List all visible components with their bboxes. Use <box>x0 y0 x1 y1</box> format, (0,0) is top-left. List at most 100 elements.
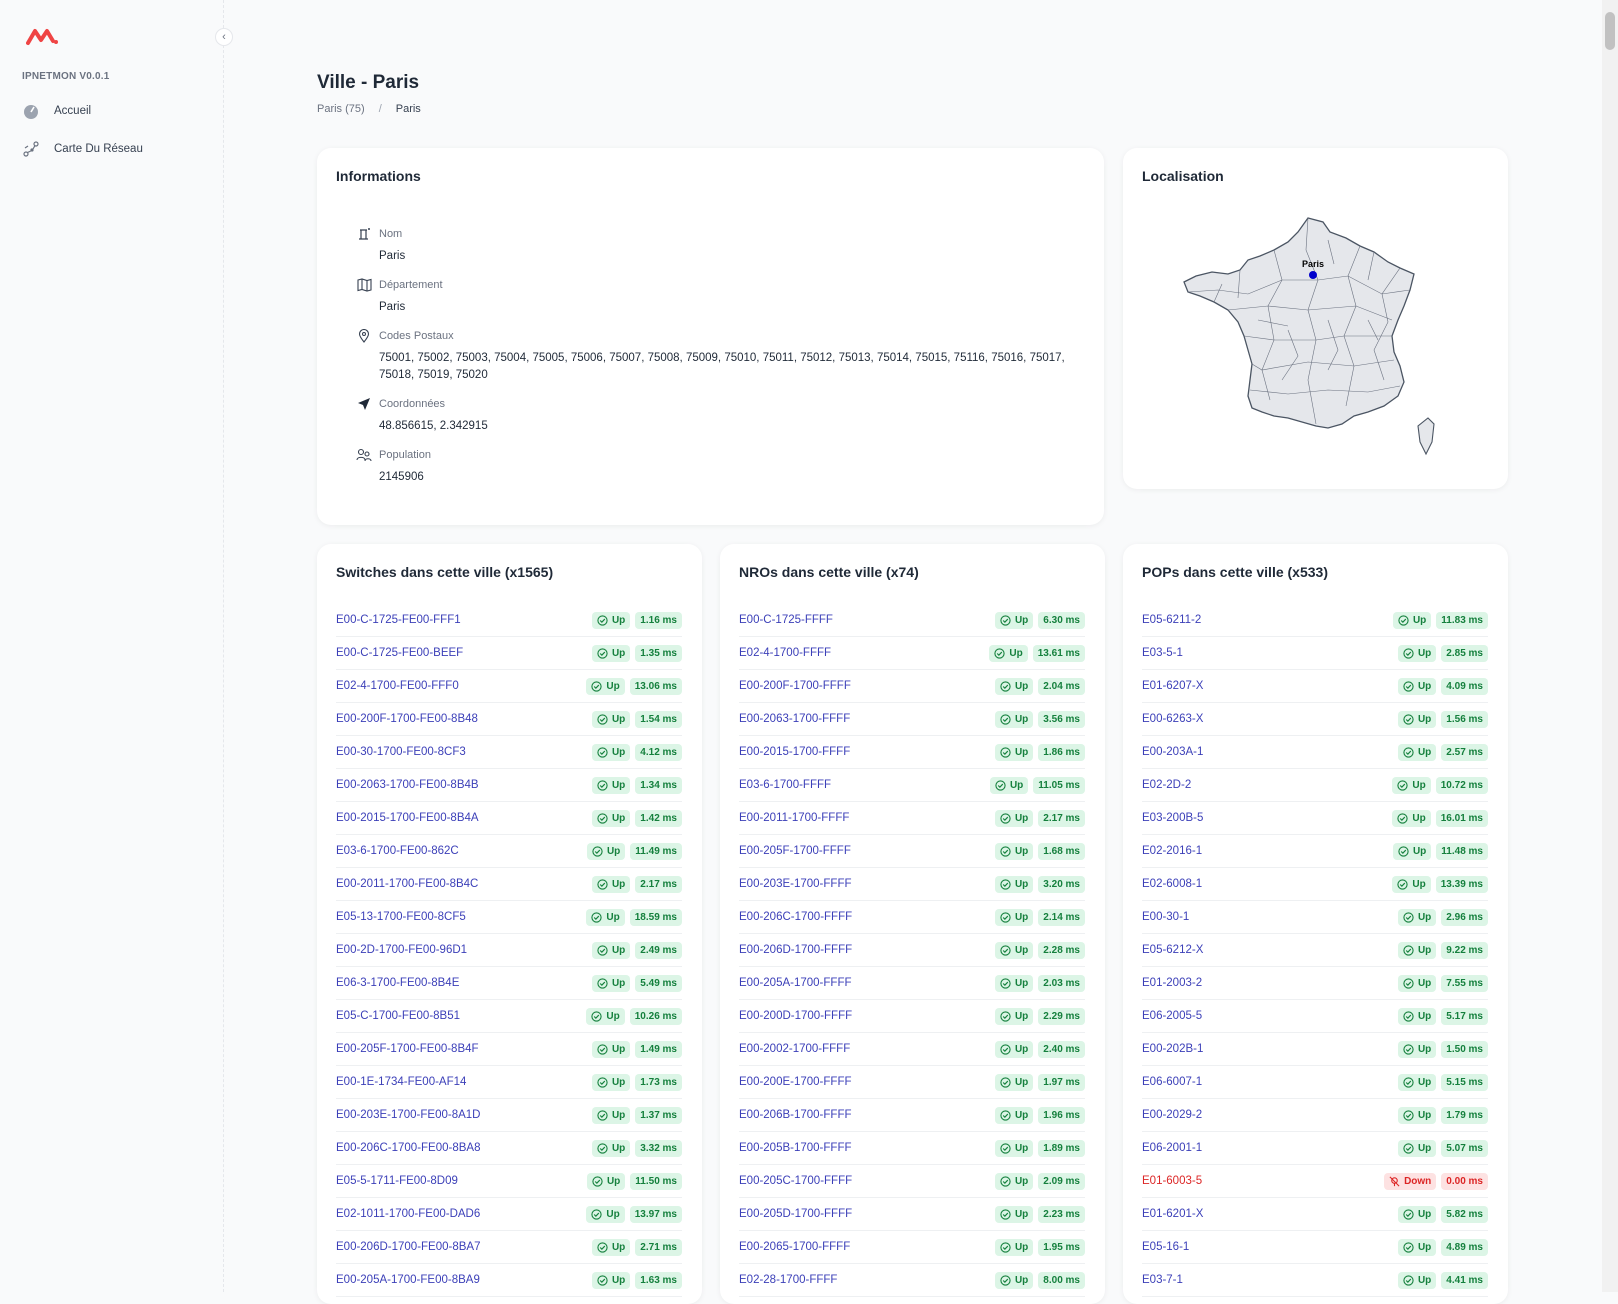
device-link[interactable]: E05-6212-X <box>1142 944 1204 956</box>
device-link[interactable]: E00-2029-2 <box>1142 1109 1203 1121</box>
page-scrollbar[interactable] <box>1602 0 1618 1292</box>
collapse-sidebar-button[interactable]: ‹ <box>215 28 233 46</box>
device-link[interactable]: E00-30-1 <box>1142 911 1190 923</box>
device-link[interactable]: E00-6263-X <box>1142 713 1204 725</box>
device-link[interactable]: E00-2011-1700-FE00-8B4C <box>336 878 479 890</box>
device-link[interactable]: E05-5-1711-FE00-8D09 <box>336 1175 458 1187</box>
pops-title: POPs dans cette ville (x533) <box>1142 564 1328 580</box>
device-link[interactable]: E00-206B-1700-FFFF <box>739 1109 852 1121</box>
chevron-left-icon: ‹ <box>222 31 226 43</box>
device-link[interactable]: E00-205F-1700-FFFF <box>739 845 851 857</box>
device-link[interactable]: E00-205F-1700-FE00-8B4F <box>336 1043 479 1055</box>
paris-marker[interactable] <box>1309 271 1317 279</box>
device-link[interactable]: E00-C-1725-FE00-BEEF <box>336 647 464 659</box>
device-link[interactable]: E03-200B-5 <box>1142 812 1204 824</box>
device-link[interactable]: E03-6-1700-FE00-862C <box>336 845 459 857</box>
device-link[interactable]: E05-13-1700-FE00-8CF5 <box>336 911 466 923</box>
sidebar-item-carte[interactable]: Carte Du Réseau <box>20 137 143 161</box>
device-link[interactable]: E05-C-1700-FE00-8B51 <box>336 1010 461 1022</box>
device-link[interactable]: E00-205A-1700-FFFF <box>739 977 852 989</box>
device-link[interactable]: E02-1011-1700-FE00-DAD6 <box>336 1208 481 1220</box>
device-link[interactable]: E05-16-1 <box>1142 1241 1190 1253</box>
device-link[interactable]: E06-6007-1 <box>1142 1076 1203 1088</box>
pops-list: E05-6211-2 Up 11.83 ms E03-5-1 Up 2.85 ms E01-… <box>1142 604 1488 1297</box>
device-link[interactable]: E03-6-1700-FFFF <box>739 779 832 791</box>
status-badge: Up <box>994 1139 1034 1157</box>
latency-badge: 2.29 ms <box>1038 1007 1085 1025</box>
device-link[interactable]: E00-200E-1700-FFFF <box>739 1076 852 1088</box>
device-link[interactable]: E00-203E-1700-FFFF <box>739 878 852 890</box>
latency-badge: 13.39 ms <box>1435 875 1488 893</box>
status-badges: Up 8.00 ms <box>994 1271 1085 1289</box>
device-link[interactable]: E02-2016-1 <box>1142 845 1203 857</box>
app-logo-icon[interactable] <box>26 26 58 46</box>
status-text: Up <box>1412 614 1427 626</box>
france-map[interactable]: Paris <box>1178 210 1438 460</box>
device-link[interactable]: E03-5-1 <box>1142 647 1183 659</box>
status-text: Up <box>611 812 626 824</box>
scrollbar-thumb[interactable] <box>1605 12 1615 50</box>
info-departement: Département Paris <box>355 277 1079 316</box>
device-link[interactable]: E00-206D-1700-FE00-8BA7 <box>336 1241 481 1253</box>
list-item: E05-13-1700-FE00-8CF5 Up 18.59 ms <box>336 901 682 934</box>
device-link[interactable]: E02-28-1700-FFFF <box>739 1274 838 1286</box>
latency-badge: 0.00 ms <box>1441 1172 1488 1190</box>
device-link[interactable]: E00-205C-1700-FFFF <box>739 1175 853 1187</box>
status-text: Up <box>1014 1208 1029 1220</box>
device-link[interactable]: E00-206C-1700-FE00-8BA8 <box>336 1142 481 1154</box>
device-link[interactable]: E00-30-1700-FE00-8CF3 <box>336 746 466 758</box>
status-badge: Up <box>591 1073 631 1091</box>
device-link[interactable]: E00-206C-1700-FFFF <box>739 911 853 923</box>
device-link[interactable]: E00-2D-1700-FE00-96D1 <box>336 944 468 956</box>
device-link[interactable]: E00-205D-1700-FFFF <box>739 1208 853 1220</box>
device-link[interactable]: E01-6201-X <box>1142 1208 1204 1220</box>
latency-badge: 1.37 ms <box>635 1106 682 1124</box>
device-link[interactable]: E00-2015-1700-FE00-8B4A <box>336 812 479 824</box>
check-circle-icon <box>597 1076 608 1088</box>
device-link[interactable]: E00-200F-1700-FFFF <box>739 680 851 692</box>
device-link[interactable]: E06-3-1700-FE00-8B4E <box>336 977 460 989</box>
device-link[interactable]: E05-6211-2 <box>1142 614 1202 626</box>
device-link[interactable]: E03-7-1 <box>1142 1274 1183 1286</box>
device-link[interactable]: E00-200F-1700-FE00-8B48 <box>336 713 478 725</box>
device-link[interactable]: E00-1E-1734-FE00-AF14 <box>336 1076 467 1088</box>
device-link[interactable]: E00-205B-1700-FFFF <box>739 1142 852 1154</box>
status-badges: Up 5.07 ms <box>1397 1139 1488 1157</box>
device-link[interactable]: E00-2063-1700-FFFF <box>739 713 851 725</box>
device-link[interactable]: E00-2002-1700-FFFF <box>739 1043 851 1055</box>
status-badge: Up <box>989 644 1028 662</box>
device-link[interactable]: E02-2D-2 <box>1142 779 1192 791</box>
check-circle-icon <box>597 1274 608 1286</box>
device-link[interactable]: E00-2011-1700-FFFF <box>739 812 850 824</box>
check-circle-icon <box>597 1109 608 1121</box>
list-item: E01-6207-X Up 4.09 ms <box>1142 670 1488 703</box>
device-link[interactable]: E01-6207-X <box>1142 680 1204 692</box>
device-link[interactable]: E00-C-1725-FFFF <box>739 614 833 626</box>
status-badge: Up <box>1397 677 1437 695</box>
list-item: E05-6212-X Up 9.22 ms <box>1142 934 1488 967</box>
device-link[interactable]: E00-203E-1700-FE00-8A1D <box>336 1109 481 1121</box>
status-text: Up <box>1014 713 1029 725</box>
device-link[interactable]: E00-2065-1700-FFFF <box>739 1241 851 1253</box>
device-link[interactable]: E00-2015-1700-FFFF <box>739 746 851 758</box>
device-link[interactable]: E01-6003-5 <box>1142 1175 1203 1187</box>
device-link[interactable]: E00-202B-1 <box>1142 1043 1204 1055</box>
check-circle-icon <box>1403 977 1414 989</box>
device-link[interactable]: E06-2001-1 <box>1142 1142 1203 1154</box>
device-link[interactable]: E06-2005-5 <box>1142 1010 1203 1022</box>
status-badges: Up 1.89 ms <box>994 1139 1085 1157</box>
nros-list: E00-C-1725-FFFF Up 6.30 ms E02-4-1700-FFFF U… <box>739 604 1085 1297</box>
device-link[interactable]: E00-203A-1 <box>1142 746 1204 758</box>
breadcrumb-department[interactable]: Paris (75) <box>317 103 365 115</box>
device-link[interactable]: E02-4-1700-FE00-FFF0 <box>336 680 459 692</box>
device-link[interactable]: E00-200D-1700-FFFF <box>739 1010 853 1022</box>
sidebar-item-accueil[interactable]: Accueil <box>20 99 91 123</box>
device-link[interactable]: E02-4-1700-FFFF <box>739 647 832 659</box>
device-link[interactable]: E00-205A-1700-FE00-8BA9 <box>336 1274 480 1286</box>
device-link[interactable]: E00-2063-1700-FE00-8B4B <box>336 779 479 791</box>
device-link[interactable]: E00-206D-1700-FFFF <box>739 944 853 956</box>
device-link[interactable]: E01-2003-2 <box>1142 977 1203 989</box>
device-link[interactable]: E00-C-1725-FE00-FFF1 <box>336 614 461 626</box>
check-circle-icon <box>597 647 608 659</box>
device-link[interactable]: E02-6008-1 <box>1142 878 1203 890</box>
